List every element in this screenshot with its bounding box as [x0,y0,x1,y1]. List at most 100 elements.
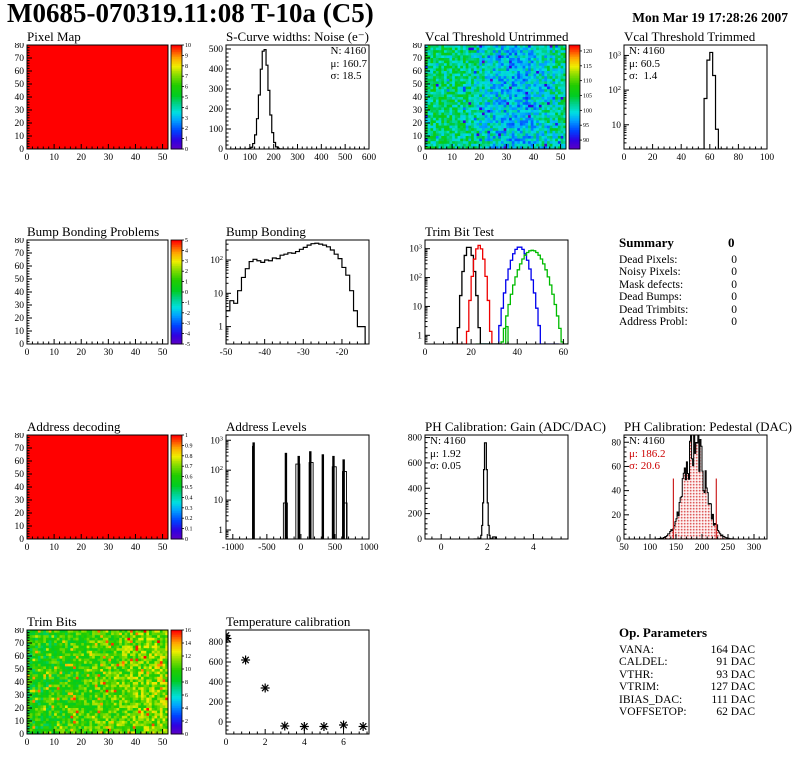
pixel-map-title: Pixel Map [27,29,81,44]
scurve-noise-stats-box: N: 4160 μ: 160.7 σ: 18.5 [331,45,367,83]
op-parameter-value: 91 DAC [716,656,755,669]
summary-value: 0 [731,303,737,316]
op-parameter-value: 127 DAC [710,681,755,694]
op-parameter-row: VOFFSETOP: 62 DAC [619,706,755,718]
op-parameters-title: Op. Parameters [619,625,708,640]
bump-bonding-title: Bump Bonding [226,224,306,239]
summary-title: Summary [619,235,674,250]
pixel-map-plot [0,43,199,175]
stats-line: μ: 60.5 [629,57,660,70]
stats-line: σ: 18.5 [330,70,362,82]
op-parameters-panel: Op. Parameters VANA: 164 DAC CALDEL: 91 DAC… [597,613,796,772]
summary-value: 0 [731,254,737,266]
stats-line: N: 4160 [629,435,665,447]
ph-calibration-pedestal-plot [597,433,796,565]
stats-line: N: 4160 [629,45,665,57]
pad-scurve-noise: S-Curve widths: Noise (e⁻) N: 4160 μ: 160.… [199,28,398,223]
summary-row: Dead Pixels: 0 [619,254,737,266]
stats-line: μ: 1.92 [430,447,461,460]
op-parameter-label: VOFFSETOP: [619,706,687,719]
temperature-calibration-plot [199,628,398,760]
summary-value: 0 [731,316,737,329]
op-parameters-rows: VANA: 164 DAC CALDEL: 91 DAC VTHR: 93 DAC VTRI… [619,644,755,718]
vcal-threshold-trimmed-plot [597,43,796,175]
temperature-calibration-title: Temperature calibration [226,614,351,629]
summary-value: 0 [731,291,737,304]
ph-calibration-pedestal-title: PH Calibration: Pedestal (DAC) [624,419,792,434]
summary-row: Address Probl: 0 [619,316,737,328]
summary-row: Dead Trimbits: 0 [619,304,737,316]
op-parameter-row: CALDEL: 91 DAC [619,656,755,668]
pad-vcal-threshold-untrimmed: Vcal Threshold Untrimmed [398,28,597,223]
summary-label: Noisy Pixels: [619,266,681,279]
vcal-threshold-trimmed-stats-box: N: 4160 μ: 60.5 σ: 1.4 [629,45,665,83]
op-parameter-label: IBIAS_DAC: [619,693,683,706]
ph-calibration-gain-title: PH Calibration: Gain (ADC/DAC) [425,419,606,434]
trim-bits-title: Trim Bits [27,614,77,629]
summary-label: Address Probl: [619,316,688,329]
stats-line: μ: 186.2 [629,447,666,460]
stats-line: N: 4160 [430,435,466,447]
summary-label: Mask defects: [619,278,684,291]
op-parameter-row: VANA: 164 DAC [619,644,755,656]
op-parameter-label: VANA: [619,644,654,656]
summary-row: Dead Bumps: 0 [619,291,737,303]
op-parameter-value: 62 DAC [716,706,755,719]
pad-address-decoding: Address decoding [0,418,199,613]
page-title: M0685-070319.11:08 T-10a (C5) [7,0,374,28]
summary-value: 0 [731,278,737,291]
pad-vcal-threshold-trimmed: Vcal Threshold Trimmed N: 4160 μ: 60.5 σ: 1… [597,28,796,223]
op-parameter-label: VTRIM: [619,681,660,694]
vcal-threshold-untrimmed-title: Vcal Threshold Untrimmed [425,29,569,44]
summary-total: 0 [728,235,735,250]
address-decoding-plot [0,433,199,565]
pad-pixel-map: Pixel Map [0,28,199,223]
summary-rows: Dead Pixels: 0 Noisy Pixels: 0 Mask defects:… [619,254,737,328]
pad-trim-bit-test: Trim Bit Test [398,223,597,418]
pad-temperature-calibration: Temperature calibration [199,613,398,772]
summary-value: 0 [731,266,737,279]
bump-bonding-plot [199,238,398,370]
ph-calibration-gain-stats-box: N: 4160 μ: 1.92 σ: 0.05 [430,435,466,473]
summary-row: Mask defects: 0 [619,279,737,291]
stats-line: N: 4160 [330,45,367,57]
op-parameter-value: 164 DAC [710,644,755,656]
op-parameter-label: VTHR: [619,668,654,681]
stats-line: μ: 160.7 [330,57,367,70]
address-levels-plot [199,433,398,565]
summary-label: Dead Pixels: [619,254,678,266]
bump-bonding-problems-title: Bump Bonding Problems [27,224,160,239]
vcal-threshold-untrimmed-plot [398,43,597,175]
address-decoding-title: Address decoding [27,419,121,434]
op-parameter-label: CALDEL: [619,656,668,669]
scurve-noise-plot [199,43,398,175]
op-parameter-row: VTHR: 93 DAC [619,669,755,681]
summary-label: Dead Bumps: [619,291,682,304]
trim-bits-plot [0,628,199,760]
bump-bonding-problems-plot [0,238,199,370]
pad-ph-calibration-gain: PH Calibration: Gain (ADC/DAC) N: 4160 μ: … [398,418,606,613]
pad-bump-bonding: Bump Bonding [199,223,398,418]
stats-line: σ: 0.05 [430,460,461,472]
op-parameter-value: 93 DAC [716,668,755,681]
scurve-noise-title: S-Curve widths: Noise (e⁻) [226,29,369,44]
pad-trim-bits: Trim Bits [0,613,199,772]
pad-address-levels: Address Levels [199,418,398,613]
page-date: Mon Mar 19 17:28:26 2007 [632,10,788,25]
address-levels-title: Address Levels [226,419,307,434]
ph-calibration-gain-plot [398,433,597,565]
op-parameter-row: VTRIM: 127 DAC [619,681,755,693]
stats-line: σ: 1.4 [629,70,658,82]
op-parameter-value: 111 DAC [711,693,755,706]
trim-bit-test-title: Trim Bit Test [425,224,495,239]
ph-calibration-pedestal-stats-box: N: 4160 μ: 186.2 σ: 20.6 [629,435,665,473]
op-parameter-row: IBIAS_DAC: 111 DAC [619,694,755,706]
trim-bit-test-plot [398,238,597,370]
pad-bump-bonding-problems: Bump Bonding Problems [0,223,199,418]
summary-row: Noisy Pixels: 0 [619,266,737,278]
summary-panel: Summary 0 Dead Pixels: 0 Noisy Pixels: 0 Mas… [597,223,796,418]
vcal-threshold-trimmed-title: Vcal Threshold Trimmed [624,29,756,44]
stats-line: σ: 20.6 [629,460,660,472]
summary-label: Dead Trimbits: [619,303,689,316]
